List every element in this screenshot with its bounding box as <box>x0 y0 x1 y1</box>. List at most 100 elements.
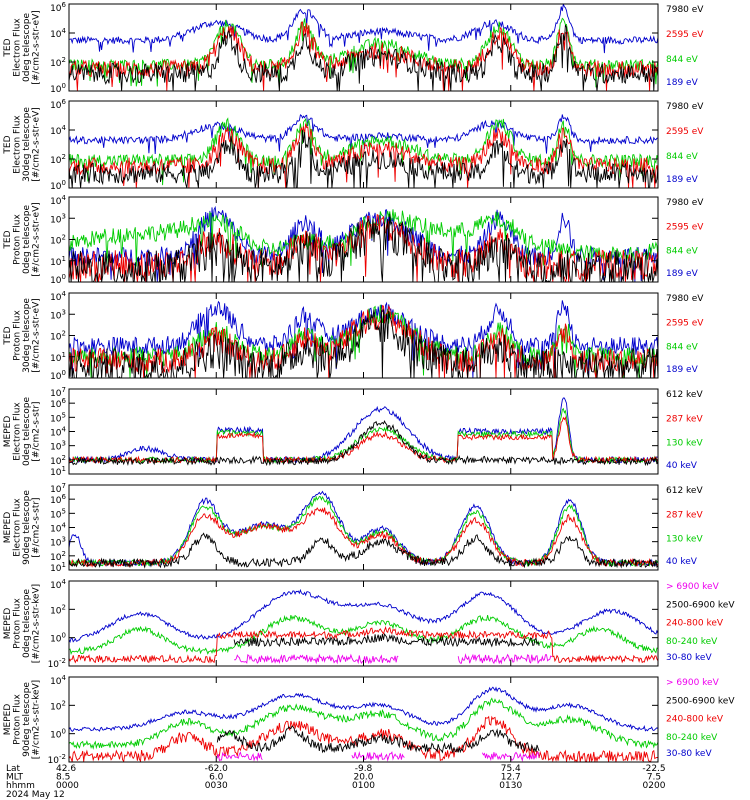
tick-label: 100 <box>50 632 66 645</box>
y-axis-label-line: [#/cm2-s-str-keV] <box>32 680 42 759</box>
series-line <box>216 725 540 754</box>
series-line <box>69 416 658 464</box>
y-axis-label-line: Proton Flux <box>13 598 23 649</box>
legend-entry: 844 eV <box>666 55 699 65</box>
tick-label: 107 <box>50 482 66 495</box>
plot-area <box>69 490 658 569</box>
legend: 7980 eV 2595 eV 844 eV 189 eV <box>666 5 704 88</box>
series-line <box>69 625 658 664</box>
series-line <box>69 532 658 569</box>
x-tick-label: 0100 <box>352 781 375 791</box>
tick-label: 102 <box>50 56 66 69</box>
tick-label: 104 <box>50 194 66 207</box>
series-line <box>69 117 658 186</box>
y-axis-label-line: [#/cm2-s-str-keV] <box>32 584 42 663</box>
x-tick-label: 75.4 <box>501 764 521 774</box>
x-tick-label: 20.0 <box>353 773 373 783</box>
y-axis-label-line: TED <box>3 135 13 154</box>
tick-label: 104 <box>50 674 66 687</box>
panel-frame <box>68 484 659 571</box>
series-line <box>69 4 658 54</box>
x-axis-date: 2024 May 12 <box>6 790 65 800</box>
legend-entry: 189 eV <box>666 269 699 279</box>
plot-area <box>69 686 658 762</box>
legend-entry: 130 keV <box>666 535 703 545</box>
tick-label: 101 <box>50 561 66 574</box>
tick-label: 10-2 <box>48 753 66 766</box>
series-line <box>69 614 658 655</box>
y-axis-label-line: MEPED <box>3 512 13 544</box>
series-line <box>69 490 658 567</box>
series-line <box>234 653 553 665</box>
series-line <box>69 507 658 568</box>
tick-label: 101 <box>50 465 66 478</box>
legend-entry: 189 eV <box>666 365 699 375</box>
series-line <box>69 715 658 762</box>
tick-label: 10-2 <box>48 657 66 670</box>
plot-area <box>69 4 658 91</box>
legend-entry: 612 keV <box>666 486 703 496</box>
series-line <box>69 213 658 282</box>
y-axis-label: MEPED Electron Flux 0deg telescope [#/cm2-s… <box>3 397 42 467</box>
y-axis-label-line: [#/cm2-s-str-eV] <box>32 202 42 277</box>
y-axis-label-line: 0deg telescope <box>22 397 32 467</box>
y-axis-label-line: 30deg telescope <box>22 298 32 373</box>
y-axis-label-line: 30deg telescope <box>22 107 32 182</box>
tick-label: 103 <box>50 536 66 549</box>
x-tick-label: 0200 <box>643 781 666 791</box>
tick-label: 106 <box>50 493 66 506</box>
x-tick-label: -9.8 <box>355 764 373 774</box>
plot-area <box>69 397 658 467</box>
x-row-label: hhmm <box>6 781 35 791</box>
y-axis-label-line: 0deg telescope <box>22 13 32 83</box>
series-line <box>69 309 658 378</box>
tick-label: 104 <box>50 426 66 439</box>
legend-entry: 2595 eV <box>666 127 704 137</box>
legend-entry: 7980 eV <box>666 198 704 208</box>
legend: > 6900 keV 2500-6900 keV 240-800 keV 80-240… <box>666 678 735 759</box>
y-axis-label: TED Proton Flux 30deg telescope [#/cm2-s-st… <box>3 298 42 373</box>
tick-label: 104 <box>50 27 66 40</box>
tick-label: 101 <box>50 255 66 268</box>
legend-entry: 30-80 keV <box>666 749 712 759</box>
legend-entry: 40 keV <box>666 557 698 567</box>
tick-label: 102 <box>50 153 66 166</box>
tick-label: 102 <box>50 234 66 247</box>
x-tick-label: 0000 <box>56 781 79 791</box>
series-line <box>69 17 658 88</box>
legend-entry: 7980 eV <box>666 102 704 112</box>
legend-entry: 844 eV <box>666 152 699 162</box>
y-axis-label-line: [#/cm2-s-str-eV] <box>32 298 42 373</box>
legend: 612 keV 287 keV 130 keV 40 keV <box>666 486 703 567</box>
panel-4: 104 103 102 101 100 TED Proton Flux 30deg teles… <box>3 290 704 382</box>
legend-entry: 2595 eV <box>666 222 704 232</box>
tick-label: 105 <box>50 411 66 424</box>
series-line <box>69 209 658 267</box>
x-tick-label: 0130 <box>499 781 522 791</box>
x-tick-label: -62.0 <box>205 764 229 774</box>
y-axis-label-line: Proton Flux <box>13 310 23 361</box>
panel-3: 104 103 102 101 100 TED Proton Flux 0deg telesc… <box>3 194 704 286</box>
tick-label: 101 <box>50 351 66 364</box>
tick-label: 102 <box>50 454 66 467</box>
legend-entry: 2500-6900 keV <box>666 600 735 610</box>
tick-label: 105 <box>50 507 66 520</box>
tick-label: 106 <box>50 98 66 111</box>
plot-area <box>69 300 658 378</box>
legend-entry: 2595 eV <box>666 318 704 328</box>
legend-entry: 287 keV <box>666 510 703 520</box>
legend-entry: 612 keV <box>666 390 703 400</box>
tick-label: 100 <box>50 273 66 286</box>
legend-entry: 130 keV <box>666 439 703 449</box>
legend-entry: 40 keV <box>666 461 698 471</box>
y-axis-label-line: Electron Flux <box>13 18 23 77</box>
x-row-label: Lat <box>6 764 21 774</box>
y-axis-label-line: Electron Flux <box>13 402 23 461</box>
x-tick-label: 6.0 <box>209 773 224 783</box>
legend-entry: 80-240 keV <box>666 733 718 743</box>
tick-label: 107 <box>50 386 66 399</box>
tick-label: 100 <box>50 728 66 741</box>
y-axis-label-line: Electron Flux <box>13 498 23 557</box>
tick-label: 100 <box>50 369 66 382</box>
